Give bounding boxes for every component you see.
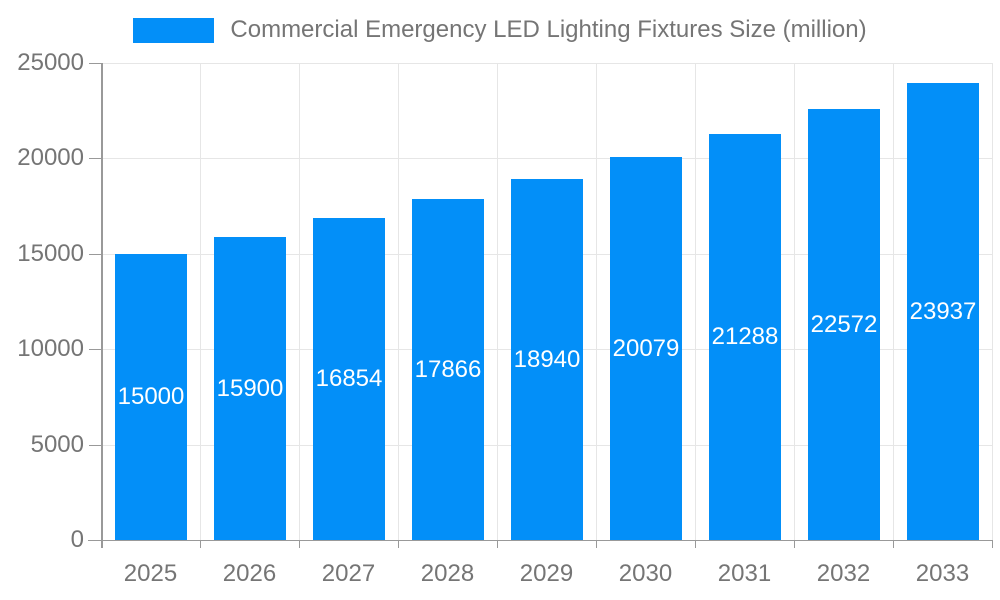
legend[interactable]: Commercial Emergency LED Lighting Fixtur… [0, 16, 1000, 43]
y-axis-label: 10000 [17, 335, 84, 362]
y-gridline [101, 63, 992, 64]
bar-2027[interactable]: 16854 [313, 218, 385, 540]
y-tick [89, 349, 101, 350]
bar-value-label: 17866 [414, 355, 482, 383]
bar-2029[interactable]: 18940 [511, 179, 583, 540]
y-tick [89, 254, 101, 255]
legend-swatch-icon [133, 17, 215, 43]
bar-2033[interactable]: 23937 [907, 83, 979, 540]
bar-2032[interactable]: 22572 [808, 109, 880, 540]
bar-value-label: 20079 [612, 334, 680, 362]
x-tick [992, 540, 993, 548]
x-axis-label: 2028 [420, 560, 475, 587]
bar-value-label: 23937 [909, 297, 977, 325]
bar-2028[interactable]: 17866 [412, 199, 484, 540]
x-tick [893, 540, 894, 548]
bar-value-label: 18940 [513, 345, 581, 373]
y-axis-label: 0 [70, 526, 84, 553]
y-axis-label: 5000 [30, 431, 84, 458]
bar-value-label: 15900 [216, 374, 284, 402]
x-gridline [299, 63, 300, 540]
x-axis-label: 2025 [123, 560, 178, 587]
y-axis-label: 15000 [17, 240, 84, 267]
x-gridline [497, 63, 498, 540]
x-tick [794, 540, 795, 548]
x-tick [398, 540, 399, 548]
x-tick [596, 540, 597, 548]
x-gridline [200, 63, 201, 540]
bar-2026[interactable]: 15900 [214, 237, 286, 540]
y-tick [89, 158, 101, 159]
x-tick [497, 540, 498, 548]
y-axis-line [101, 63, 103, 548]
x-axis-label: 2032 [816, 560, 871, 587]
y-axis-label: 25000 [17, 49, 84, 76]
bar-2030[interactable]: 20079 [610, 157, 682, 540]
x-axis-label: 2026 [222, 560, 277, 587]
bar-value-label: 15000 [117, 383, 185, 410]
x-gridline [695, 63, 696, 540]
x-axis-label: 2029 [519, 560, 574, 587]
x-axis-label: 2031 [717, 560, 772, 587]
bar-2025[interactable]: 15000 [115, 254, 187, 540]
bar-value-label: 22572 [810, 310, 878, 338]
y-tick [89, 445, 101, 446]
x-axis-label: 2033 [915, 560, 970, 587]
x-gridline [992, 63, 993, 540]
x-axis-label: 2027 [321, 560, 376, 587]
bar-2031[interactable]: 21288 [709, 134, 781, 540]
bar-value-label: 21288 [711, 323, 779, 350]
y-gridline [101, 158, 992, 159]
y-axis-label: 20000 [17, 144, 84, 171]
legend-label: Commercial Emergency LED Lighting Fixtur… [230, 16, 867, 43]
x-gridline [794, 63, 795, 540]
x-tick [200, 540, 201, 548]
x-tick [299, 540, 300, 548]
x-gridline [893, 63, 894, 540]
bar-value-label: 16854 [315, 365, 383, 392]
x-axis-label: 2030 [618, 560, 673, 587]
x-tick [695, 540, 696, 548]
y-tick [89, 63, 101, 64]
x-gridline [398, 63, 399, 540]
x-axis-line [88, 540, 992, 541]
x-gridline [596, 63, 597, 540]
